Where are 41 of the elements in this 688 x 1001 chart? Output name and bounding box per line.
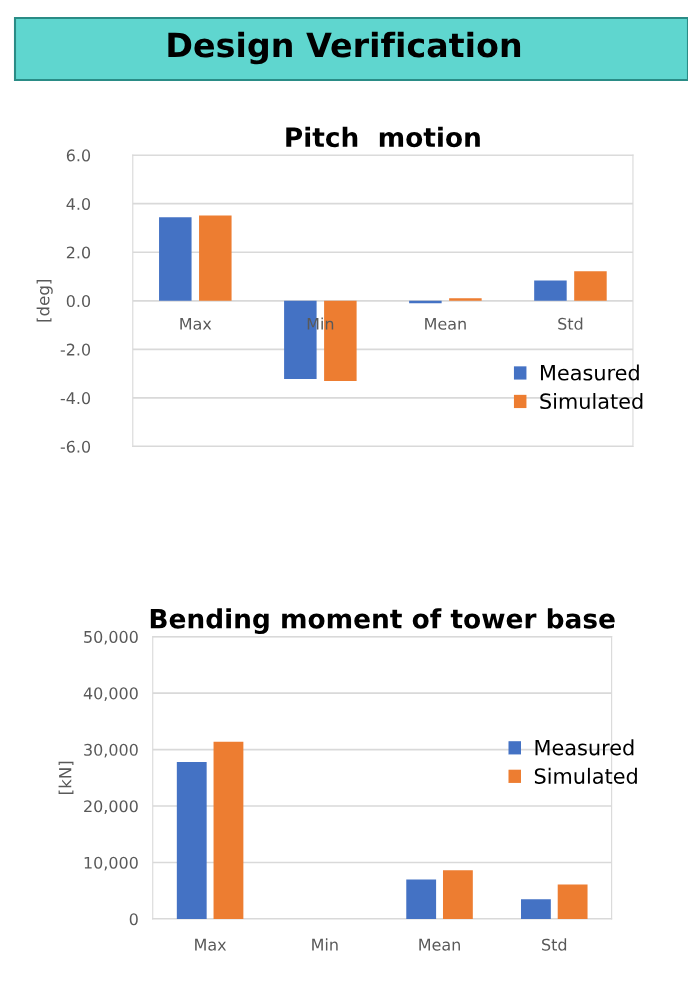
bar xyxy=(159,217,192,301)
y-axis-title: [kN] xyxy=(58,761,74,794)
x-tick-label: Max xyxy=(180,317,212,330)
bar xyxy=(534,280,567,301)
y-tick-label: 2.0 xyxy=(66,246,91,259)
y-tick-label: 10,000 xyxy=(84,856,138,871)
bar xyxy=(521,899,551,919)
x-tick-label: Min xyxy=(307,317,334,330)
y-tick-label: -2.0 xyxy=(60,343,91,356)
y-tick-label: 6.0 xyxy=(66,149,91,162)
x-tick-label: Min xyxy=(312,938,338,951)
y-tick-label: 4.0 xyxy=(66,197,91,210)
x-tick-label: Std xyxy=(542,938,567,951)
text: Design Verification xyxy=(168,31,521,65)
y-tick-label: 30,000 xyxy=(84,743,138,758)
bar xyxy=(557,884,588,919)
bar xyxy=(199,215,232,301)
legend-label: Simulated xyxy=(540,392,643,410)
x-tick-label: Mean xyxy=(419,938,460,951)
y-tick-label: 0.0 xyxy=(66,295,91,308)
y-tick-label: -4.0 xyxy=(60,392,91,405)
bar xyxy=(442,870,473,919)
chart-title: Bending moment of tower base xyxy=(150,608,615,634)
x-tick-label: Max xyxy=(195,938,227,951)
legend-label: Simulated xyxy=(534,767,637,784)
x-tick-label: Std xyxy=(558,317,583,330)
legend-label: Measured xyxy=(535,739,634,756)
legend-label: Measured xyxy=(540,364,639,381)
bar xyxy=(176,761,207,919)
y-tick-label: 0 xyxy=(129,913,138,926)
y-tick-label: 20,000 xyxy=(84,800,138,814)
bar xyxy=(449,298,482,301)
y-tick-label: 50,000 xyxy=(84,630,138,645)
bar xyxy=(406,879,437,919)
y-tick-label: 40,000 xyxy=(83,687,138,702)
bar xyxy=(213,741,244,919)
bar xyxy=(574,271,607,301)
x-tick-label: Mean xyxy=(425,317,466,330)
chart-title: Pitch motion xyxy=(286,126,480,148)
y-axis-title: [deg] xyxy=(36,280,53,322)
y-tick-label: -6.0 xyxy=(60,440,91,453)
